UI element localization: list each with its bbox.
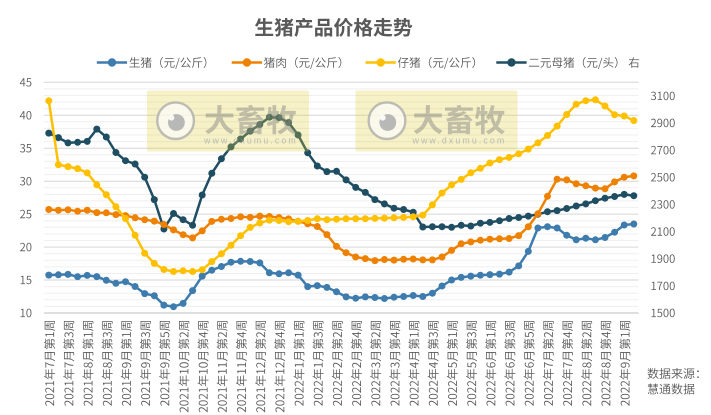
svg-text:www.dxumu.com: www.dxumu.com bbox=[412, 136, 507, 146]
svg-text:www.dxumu.com: www.dxumu.com bbox=[203, 136, 298, 146]
